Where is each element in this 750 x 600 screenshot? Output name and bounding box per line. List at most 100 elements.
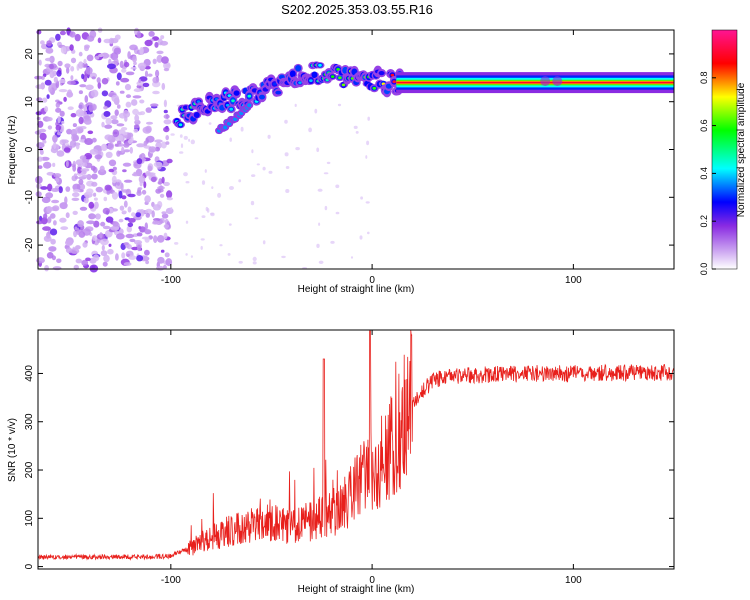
ridge-cell bbox=[259, 94, 265, 100]
spectrogram-y-ticks: -20 -10 0 10 20 bbox=[24, 48, 674, 252]
noise-cell bbox=[98, 53, 104, 58]
noise-cell bbox=[73, 230, 78, 238]
noise-cell bbox=[122, 162, 132, 167]
noise-cell bbox=[127, 193, 136, 198]
noise-cell bbox=[116, 233, 125, 240]
noise-cell bbox=[82, 241, 88, 248]
noise-cell bbox=[200, 245, 203, 250]
noise-cell bbox=[150, 176, 157, 183]
noise-cell bbox=[104, 134, 113, 141]
ridge-cell bbox=[272, 82, 277, 86]
noise-cell bbox=[156, 54, 163, 63]
snr-y-label: SNR (10 * v/v) bbox=[7, 418, 18, 482]
noise-cell bbox=[120, 77, 130, 83]
ridge-cell bbox=[378, 71, 385, 76]
noise-cell bbox=[110, 225, 120, 231]
ridge-cell bbox=[390, 73, 395, 77]
noise-cell bbox=[116, 72, 122, 81]
noise-cell bbox=[188, 138, 191, 142]
noise-cell bbox=[101, 244, 105, 251]
noise-cell bbox=[73, 173, 78, 177]
noise-cell bbox=[65, 239, 73, 246]
noise-cell bbox=[113, 47, 121, 55]
noise-cell bbox=[160, 35, 165, 40]
noise-cell bbox=[105, 216, 114, 223]
noise-cell bbox=[166, 190, 173, 199]
noise-cell bbox=[85, 257, 91, 262]
noise-cell bbox=[163, 109, 168, 114]
noise-cell bbox=[124, 116, 128, 122]
noise-cell bbox=[152, 58, 157, 65]
noise-cell bbox=[47, 125, 53, 130]
noise-cell bbox=[43, 235, 52, 242]
ridge-cell bbox=[289, 70, 296, 78]
noise-cell bbox=[112, 221, 119, 227]
noise-cell bbox=[153, 235, 158, 244]
noise-cell bbox=[144, 222, 148, 230]
noise-cell bbox=[139, 111, 146, 116]
noise-cell bbox=[121, 210, 127, 214]
noise-cell bbox=[121, 146, 125, 154]
noise-cell bbox=[359, 235, 363, 240]
noise-cell bbox=[85, 66, 93, 75]
noise-cell bbox=[71, 197, 80, 201]
x-tick-label: -100 bbox=[161, 275, 181, 286]
noise-cell bbox=[165, 114, 169, 119]
noise-cell bbox=[35, 191, 42, 197]
noise-cell bbox=[86, 188, 94, 195]
noise-cell bbox=[147, 73, 153, 77]
noise-cell bbox=[75, 159, 84, 166]
noise-cell bbox=[335, 211, 340, 215]
colorbar: 0.0 0.2 0.4 0.6 0.8 Normalized spectral ampl… bbox=[699, 29, 747, 275]
noise-cell bbox=[183, 172, 188, 177]
noise-cell bbox=[136, 30, 142, 39]
y-tick-label: 100 bbox=[24, 510, 35, 527]
noise-cell bbox=[61, 120, 65, 125]
noise-cell bbox=[103, 254, 110, 263]
noise-cell bbox=[131, 212, 136, 217]
x-tick-label: 100 bbox=[565, 575, 582, 586]
noise-cell bbox=[125, 94, 132, 99]
noise-cell bbox=[65, 186, 71, 192]
noise-cell bbox=[128, 138, 133, 145]
ridge-cell bbox=[540, 76, 551, 87]
noise-cell bbox=[57, 115, 61, 124]
ridge-cell bbox=[298, 81, 302, 85]
noise-cell bbox=[57, 60, 63, 67]
noise-cell bbox=[229, 186, 234, 190]
noise-cell bbox=[146, 121, 153, 125]
noise-cell bbox=[81, 162, 88, 168]
noise-cell bbox=[100, 143, 108, 151]
noise-cell bbox=[353, 125, 358, 129]
noise-cell bbox=[123, 149, 131, 153]
ridge-cell bbox=[372, 86, 377, 90]
noise-cell bbox=[200, 238, 205, 241]
noise-cell bbox=[132, 95, 142, 99]
ridge-cell bbox=[229, 107, 233, 111]
noise-cell bbox=[156, 235, 165, 243]
noise-cell bbox=[52, 205, 60, 212]
noise-cell bbox=[124, 83, 132, 91]
noise-cell bbox=[78, 102, 84, 110]
noise-cell bbox=[94, 201, 99, 209]
noise-cell bbox=[163, 99, 167, 108]
noise-cell bbox=[148, 31, 155, 37]
noise-cell bbox=[250, 200, 255, 206]
noise-cell bbox=[190, 255, 193, 258]
noise-cell bbox=[59, 78, 66, 84]
noise-cell bbox=[51, 199, 60, 204]
noise-cell bbox=[294, 103, 297, 107]
noise-cell bbox=[145, 208, 153, 215]
noise-cell bbox=[152, 90, 160, 95]
noise-cell bbox=[55, 102, 60, 108]
noise-cell bbox=[58, 89, 68, 93]
noise-cell bbox=[153, 161, 163, 168]
noise-cell bbox=[156, 50, 164, 55]
noise-cell bbox=[136, 232, 143, 237]
noise-cell bbox=[84, 138, 94, 145]
noise-cell bbox=[139, 47, 144, 55]
noise-cell bbox=[46, 94, 50, 99]
noise-cell bbox=[116, 123, 125, 127]
noise-cell bbox=[70, 66, 75, 72]
noise-cell bbox=[123, 262, 132, 266]
